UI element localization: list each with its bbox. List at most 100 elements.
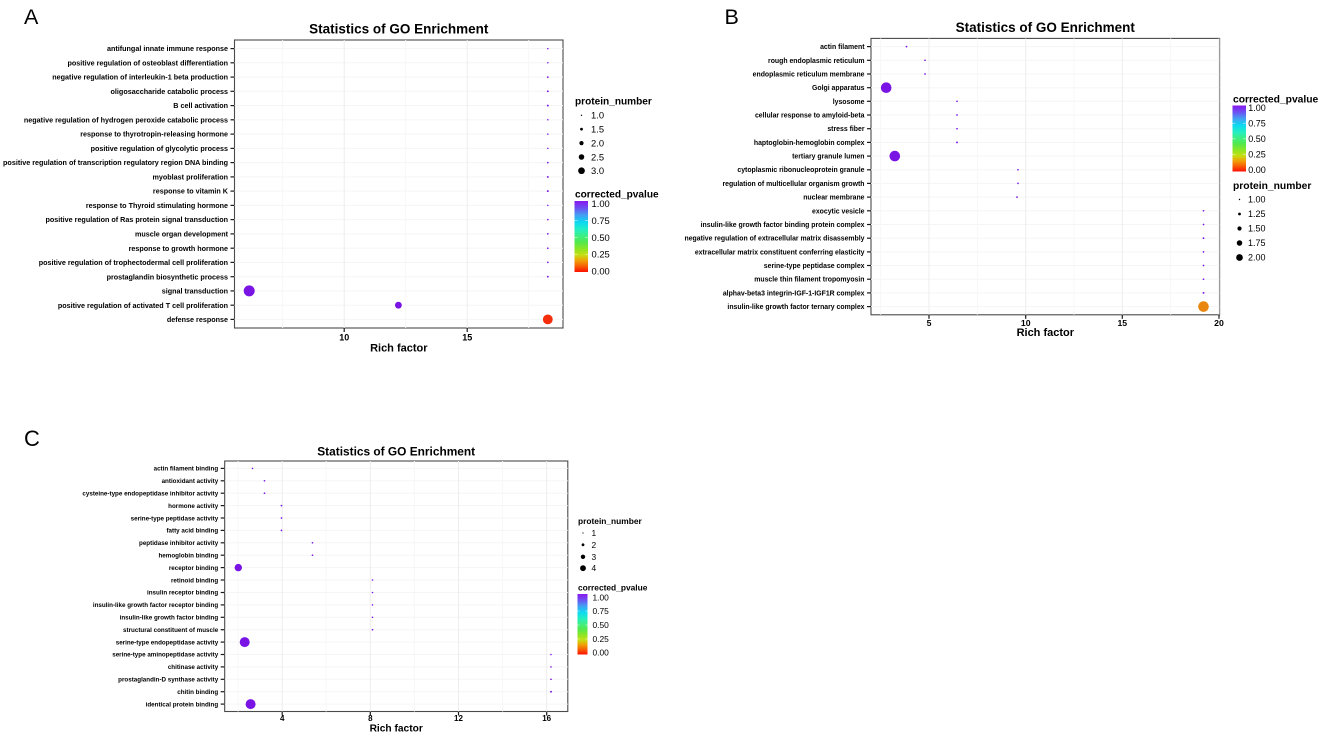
svg-text:response to Thyroid stimulatin: response to Thyroid stimulating hormone	[86, 201, 228, 210]
svg-text:protein_number: protein_number	[1233, 181, 1311, 192]
svg-text:0.25: 0.25	[592, 249, 610, 260]
svg-text:0.25: 0.25	[593, 634, 610, 644]
svg-text:16: 16	[542, 714, 551, 723]
svg-text:prostaglandin-D synthase activ: prostaglandin-D synthase activity	[118, 677, 219, 684]
svg-text:0.50: 0.50	[1248, 134, 1266, 144]
svg-text:corrected_pvalue: corrected_pvalue	[1233, 95, 1319, 106]
svg-text:0.75: 0.75	[593, 606, 610, 616]
svg-text:10: 10	[339, 333, 349, 343]
svg-text:hemoglobin binding: hemoglobin binding	[158, 553, 218, 560]
svg-text:tertiary granule lumen: tertiary granule lumen	[792, 154, 864, 161]
svg-text:0.00: 0.00	[593, 648, 610, 658]
svg-text:3.0: 3.0	[591, 165, 604, 176]
svg-text:positive regulation of trophec: positive regulation of trophectodermal c…	[39, 258, 228, 267]
svg-text:1.0: 1.0	[591, 110, 604, 121]
svg-text:hormone activity: hormone activity	[168, 503, 219, 510]
svg-text:haptoglobin-hemoglobin complex: haptoglobin-hemoglobin complex	[754, 140, 865, 147]
svg-text:Golgi apparatus: Golgi apparatus	[812, 85, 865, 92]
svg-text:0.50: 0.50	[593, 620, 610, 630]
svg-text:peptidase inhibitor activity: peptidase inhibitor activity	[139, 540, 219, 547]
svg-text:defense response: defense response	[167, 315, 228, 324]
svg-text:myoblast proliferation: myoblast proliferation	[153, 173, 228, 182]
svg-text:positive regulation of transcr: positive regulation of transcription reg…	[3, 158, 228, 167]
svg-text:cytoplasmic ribonucleoprotein: cytoplasmic ribonucleoprotein granule	[737, 167, 864, 174]
svg-text:antifungal innate immune respo: antifungal innate immune response	[107, 44, 228, 53]
svg-text:muscle thin filament tropomyos: muscle thin filament tropomyosin	[754, 277, 864, 284]
svg-text:response to thyrotropin-releas: response to thyrotropin-releasing hormon…	[80, 130, 228, 139]
svg-text:negative regulation of hydroge: negative regulation of hydrogen peroxide…	[24, 115, 228, 124]
svg-text:muscle organ development: muscle organ development	[135, 230, 229, 239]
svg-text:positive regulation of activat: positive regulation of activated T cell …	[58, 301, 228, 310]
svg-text:A: A	[24, 5, 39, 29]
svg-text:response to growth hormone: response to growth hormone	[129, 244, 228, 253]
svg-text:serine-type endopeptidase acti: serine-type endopeptidase activity	[116, 639, 219, 646]
svg-text:lysosome: lysosome	[833, 99, 865, 106]
svg-text:B cell activation: B cell activation	[173, 101, 228, 110]
svg-text:15: 15	[462, 333, 472, 343]
svg-text:nuclear membrane: nuclear membrane	[803, 195, 864, 202]
svg-text:retinoid binding: retinoid binding	[171, 577, 218, 584]
svg-text:protein_number: protein_number	[578, 516, 642, 526]
svg-text:cysteine-type endopeptidase in: cysteine-type endopeptidase inhibitor ac…	[82, 491, 218, 498]
svg-text:actin filament: actin filament	[820, 44, 865, 51]
svg-text:response to vitamin K: response to vitamin K	[153, 187, 229, 196]
svg-text:negative regulation of interle: negative regulation of interleukin-1 bet…	[52, 73, 228, 82]
svg-text:stress fiber: stress fiber	[827, 126, 864, 133]
svg-text:1: 1	[592, 528, 597, 538]
svg-text:C: C	[24, 426, 40, 451]
svg-text:Rich factor: Rich factor	[370, 343, 428, 355]
svg-text:insulin-like growth factor bin: insulin-like growth factor binding prote…	[701, 222, 865, 229]
svg-text:fatty acid binding: fatty acid binding	[166, 528, 218, 535]
svg-text:positive regulation of Ras pro: positive regulation of Ras protein signa…	[45, 215, 228, 224]
svg-text:receptor binding: receptor binding	[169, 565, 218, 572]
svg-text:20: 20	[1214, 318, 1224, 328]
svg-text:4: 4	[280, 714, 285, 723]
svg-text:insulin-like growth factor bin: insulin-like growth factor binding	[120, 615, 219, 622]
svg-text:actin filament binding: actin filament binding	[154, 466, 219, 473]
svg-text:1.00: 1.00	[592, 198, 610, 209]
svg-text:Rich factor: Rich factor	[370, 724, 423, 735]
svg-text:0.75: 0.75	[592, 215, 610, 226]
svg-text:B: B	[725, 5, 739, 29]
svg-text:rough endoplasmic reticulum: rough endoplasmic reticulum	[768, 58, 864, 65]
svg-text:0.50: 0.50	[592, 232, 610, 243]
svg-text:2.5: 2.5	[591, 151, 604, 162]
svg-text:positive regulation of glycoly: positive regulation of glycolytic proces…	[91, 144, 228, 153]
svg-text:negative regulation of extrace: negative regulation of extracellular mat…	[685, 236, 865, 243]
svg-text:insulin receptor binding: insulin receptor binding	[147, 590, 218, 597]
svg-text:0.00: 0.00	[1248, 165, 1266, 175]
svg-text:Statistics of GO Enrichment: Statistics of GO Enrichment	[956, 20, 1136, 35]
svg-text:1.50: 1.50	[1248, 224, 1266, 234]
svg-text:signal transduction: signal transduction	[162, 287, 228, 296]
svg-text:corrected_pvalue: corrected_pvalue	[575, 190, 659, 201]
svg-text:serine-type peptidase activity: serine-type peptidase activity	[131, 515, 219, 522]
svg-text:1.00: 1.00	[593, 592, 610, 602]
svg-text:Statistics of GO Enrichment: Statistics of GO Enrichment	[317, 445, 475, 459]
svg-text:cellular response to amyloid-b: cellular response to amyloid-beta	[755, 113, 865, 120]
svg-text:1.5: 1.5	[591, 124, 604, 135]
svg-text:extracellular matrix constitue: extracellular matrix constituent conferr…	[695, 249, 865, 256]
svg-text:serine-type peptidase complex: serine-type peptidase complex	[764, 263, 865, 270]
svg-text:1.00: 1.00	[1248, 195, 1266, 205]
svg-text:0.75: 0.75	[1248, 119, 1266, 129]
svg-text:3: 3	[592, 552, 597, 562]
svg-text:regulation of multicellular or: regulation of multicellular organism gro…	[722, 181, 864, 188]
svg-text:prostaglandin biosynthetic pro: prostaglandin biosynthetic process	[107, 272, 228, 281]
svg-text:alphav-beta3 integrin-IGF-1-IG: alphav-beta3 integrin-IGF-1-IGF1R comple…	[723, 290, 865, 297]
svg-text:chitinase activity: chitinase activity	[168, 664, 219, 671]
svg-text:oligosaccharide catabolic proc: oligosaccharide catabolic process	[111, 87, 228, 96]
svg-text:0.25: 0.25	[1248, 150, 1266, 160]
svg-text:endoplasmic reticulum membrane: endoplasmic reticulum membrane	[753, 72, 865, 79]
svg-text:Rich factor: Rich factor	[1017, 327, 1075, 339]
svg-text:chitin binding: chitin binding	[177, 689, 218, 696]
svg-text:2: 2	[592, 540, 597, 550]
svg-text:identical protein binding: identical protein binding	[146, 701, 219, 708]
svg-text:0.00: 0.00	[592, 266, 610, 277]
svg-text:10: 10	[1021, 318, 1031, 328]
svg-text:12: 12	[454, 714, 463, 723]
svg-text:15: 15	[1117, 318, 1127, 328]
svg-text:corrected_pvalue: corrected_pvalue	[578, 583, 648, 593]
svg-text:8: 8	[368, 714, 373, 723]
svg-text:positive regulation of osteobl: positive regulation of osteoblast differ…	[67, 58, 228, 67]
svg-text:1.25: 1.25	[1248, 209, 1266, 219]
